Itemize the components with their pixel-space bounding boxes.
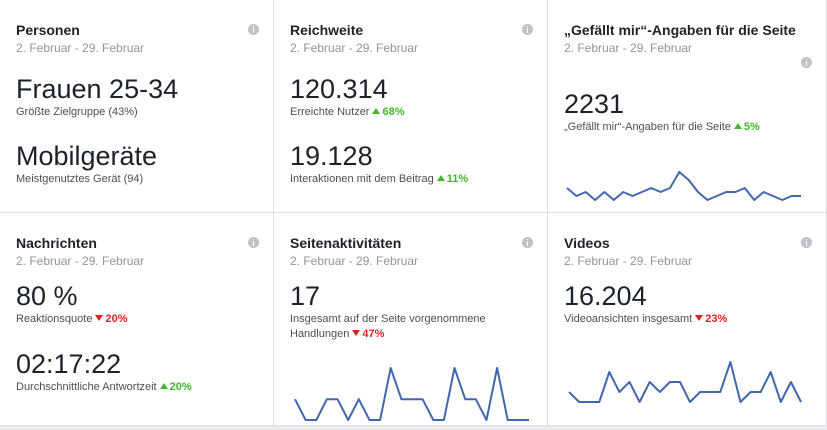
insight-card: Reichweite 2. Februar - 29. Februar 120.31… (274, 0, 548, 213)
metric-value: 02:17:22 (16, 349, 122, 379)
metric: 2231 „Gefällt mir“-Angaben für die Seite 5… (564, 88, 794, 135)
sparkline (566, 171, 801, 201)
sparkline (568, 361, 802, 403)
change: 68% (372, 106, 405, 118)
sparkline-line (294, 367, 529, 421)
info-icon (801, 57, 812, 68)
card-date: 2. Februar - 29. Februar (16, 41, 145, 55)
info-icon (248, 24, 259, 35)
metric: 19.128 Interaktionen mit dem Beitrag 11% (290, 140, 520, 187)
change-value: 5% (743, 121, 760, 133)
card-date: 2. Februar - 29. Februar (16, 254, 145, 268)
metric-value: Frauen 25-34 (16, 74, 179, 104)
insight-card: Seitenaktivitäten 2. Februar - 29. Februa… (274, 213, 548, 426)
insight-card: Nachrichten 2. Februar - 29. Februar 80 % R… (0, 213, 274, 426)
sparkline-line (566, 171, 801, 201)
metric-label: Durchschnittliche Antwortzeit (16, 381, 157, 393)
metric-label-row: Meistgenutztes Gerät (94) (16, 172, 246, 187)
metric: 80 % Reaktionsquote 20% (16, 280, 246, 327)
change-arrow (436, 175, 445, 181)
metric: Frauen 25-34 Größte Zielgruppe (43%) (16, 73, 246, 120)
change: 47% (352, 328, 384, 340)
card-date: 2. Februar - 29. Februar (290, 41, 419, 55)
change-arrow (95, 315, 104, 321)
change: 20% (95, 313, 127, 325)
card-date: 2. Februar - 29. Februar (564, 254, 693, 268)
card-date: 2. Februar - 29. Februar (564, 41, 693, 55)
metric-label: Reaktionsquote (16, 313, 93, 325)
info-icon (522, 24, 533, 35)
change-value: 11% (446, 173, 469, 185)
change-arrow (159, 383, 168, 389)
card-title: Personen (16, 22, 80, 38)
metric-label-row: Erreichte Nutzer 68% (290, 105, 520, 120)
change-arrow (372, 108, 381, 114)
sparkline (294, 367, 529, 421)
change: 11% (436, 173, 469, 185)
metric-label: Meistgenutztes Gerät (94) (16, 173, 144, 185)
metric-label: Insgesamt auf der Seite vorgenommene Han… (290, 313, 486, 340)
change-arrow (733, 123, 742, 129)
metric-label-row: Videoansichten insgesamt 23% (564, 312, 794, 327)
change: 5% (733, 121, 760, 133)
metric-label-row: Interaktionen mit dem Beitrag 11% (290, 172, 520, 187)
metric-label-row: Insgesamt auf der Seite vorgenommene Han… (290, 312, 520, 342)
insight-card: Personen 2. Februar - 29. Februar Frauen 2… (0, 0, 274, 213)
change: 23% (695, 313, 727, 325)
metric: 17 Insgesamt auf der Seite vorgenommene H… (290, 280, 520, 342)
metric-value: 16.204 (564, 281, 647, 311)
metric-label-row: Durchschnittliche Antwortzeit 20% (16, 380, 246, 395)
change: 20% (159, 381, 192, 393)
metric-value: Mobilgeräte (16, 141, 158, 171)
metric: 16.204 Videoansichten insgesamt 23% (564, 280, 794, 327)
change-value: 23% (705, 313, 728, 325)
change-arrow (352, 330, 361, 336)
card-date: 2. Februar - 29. Februar (290, 254, 419, 268)
metric-value: 80 % (16, 281, 78, 311)
info-icon (248, 237, 259, 248)
metric: 120.314 Erreichte Nutzer 68% (290, 73, 520, 120)
change-value: 68% (382, 106, 405, 118)
metric-label: Erreichte Nutzer (290, 106, 370, 118)
metric-value: 2231 (564, 89, 625, 119)
card-title: Seitenaktivitäten (290, 235, 402, 251)
card-title: Reichweite (290, 22, 364, 38)
change-arrow (695, 315, 704, 321)
metric: Mobilgeräte Meistgenutztes Gerät (94) (16, 140, 246, 187)
metric-label: „Gefällt mir“-Angaben für die Seite (564, 121, 731, 133)
card-title: Nachrichten (16, 235, 97, 251)
metric-label: Interaktionen mit dem Beitrag (290, 173, 434, 185)
info-icon (801, 237, 812, 248)
insight-card: „Gefällt mir“-Angaben für die Seite 2. Fe… (548, 0, 827, 213)
card-title: Videos (564, 235, 610, 251)
info-icon (522, 237, 533, 248)
metric-label-row: Reaktionsquote 20% (16, 312, 246, 327)
metric-value: 19.128 (290, 141, 373, 171)
metric-label-row: Größte Zielgruppe (43%) (16, 105, 246, 120)
metric-value: 17 (290, 281, 321, 311)
insight-card: Videos 2. Februar - 29. Februar 16.204 Vide… (548, 213, 827, 426)
sparkline-line (568, 361, 802, 403)
card-title: „Gefällt mir“-Angaben für die Seite (564, 22, 796, 38)
metric-value: 120.314 (290, 74, 388, 104)
metric-label-row: „Gefällt mir“-Angaben für die Seite 5% (564, 120, 794, 135)
change-value: 47% (362, 328, 385, 340)
metric-label: Größte Zielgruppe (43%) (16, 106, 138, 118)
change-value: 20% (169, 381, 192, 393)
metric: 02:17:22 Durchschnittliche Antwortzeit 20% (16, 348, 246, 395)
metric-label: Videoansichten insgesamt (564, 313, 693, 325)
change-value: 20% (105, 313, 128, 325)
